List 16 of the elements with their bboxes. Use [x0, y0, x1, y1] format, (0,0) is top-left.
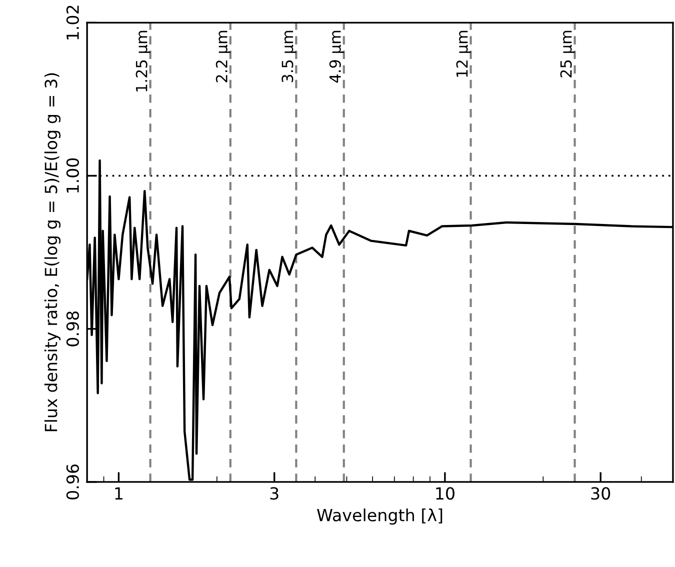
ref-line-label: 4.9 μm — [329, 30, 344, 83]
y-tick-label: 1.00 — [66, 158, 79, 192]
y-tick-label: 1.02 — [66, 6, 79, 40]
x-tick-label: 1 — [115, 487, 122, 500]
y-tick-label: 0.96 — [66, 464, 79, 500]
x-tick-label: 3 — [270, 487, 278, 500]
x-tick-label: 30 — [591, 487, 610, 500]
ref-line-label: 3.5 μm — [282, 30, 296, 82]
y-tick-label: 0.98 — [66, 311, 79, 346]
x-tick-label: 10 — [436, 487, 454, 500]
ref-line-label: 25 μm — [560, 30, 575, 78]
ref-line-label: 1.25 μm — [136, 30, 150, 92]
ref-line-label: 12 μm — [456, 30, 471, 77]
ref-line-label: 2.2 μm — [216, 30, 230, 82]
x-axis-title: Wavelength [λ] — [317, 508, 442, 525]
y-axis-title: Flux density ratio, E(log g = 5)/E(log g = 3) — [44, 73, 61, 432]
